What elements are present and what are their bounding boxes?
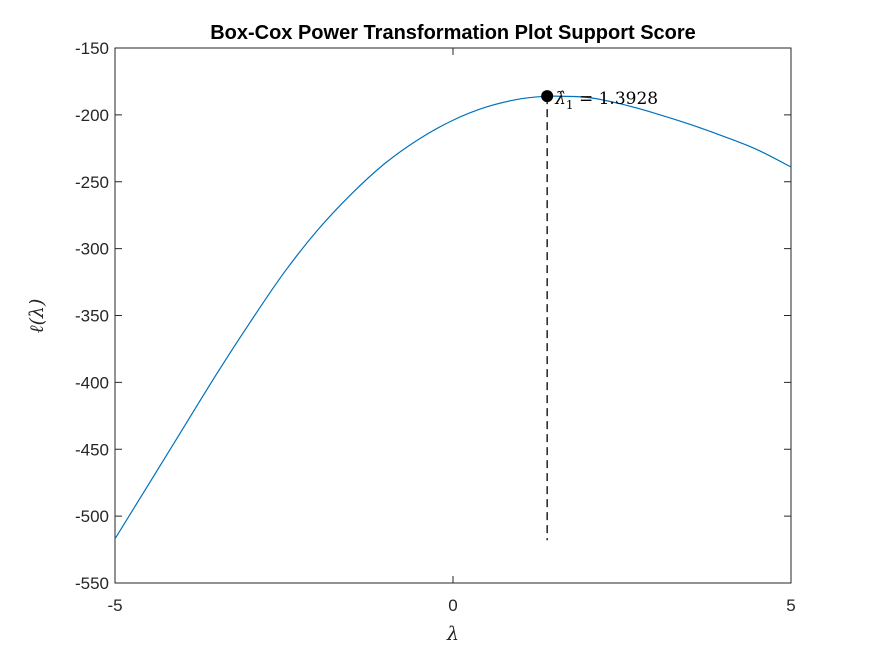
y-tick-label: -550 bbox=[75, 574, 109, 593]
x-tick-label: -5 bbox=[107, 596, 122, 615]
y-tick-label: -250 bbox=[75, 173, 109, 192]
y-tick-label: -200 bbox=[75, 106, 109, 125]
x-tick-label: 5 bbox=[786, 596, 795, 615]
chart-title: Box-Cox Power Transformation Plot Suppor… bbox=[210, 22, 696, 44]
y-tick-label: -300 bbox=[75, 240, 109, 259]
series-line bbox=[114, 95, 792, 540]
y-tick-label: -150 bbox=[75, 39, 109, 58]
lambda-hat-symbol: λ̂ bbox=[554, 89, 566, 109]
y-tick-label: -400 bbox=[75, 373, 109, 392]
y-tick-label: -500 bbox=[75, 507, 109, 526]
y-axis: -150 -200 -250 -300 -350 -400 -450 -500 -550 bbox=[75, 39, 791, 593]
x-tick-label: 0 bbox=[448, 596, 457, 615]
lambda-value: = 1.3928 bbox=[574, 89, 659, 109]
x-axis: -5 0 5 bbox=[107, 48, 796, 615]
x-axis-label: λ bbox=[446, 623, 459, 645]
lambda-subscript: 1 bbox=[566, 98, 574, 112]
lambda-annotation: λ̂1 = 1.3928 bbox=[554, 89, 658, 112]
y-tick-label: -350 bbox=[75, 307, 109, 326]
lambda-max-marker bbox=[541, 90, 554, 103]
plot-area bbox=[114, 47, 792, 584]
y-axis-label: ℓ(λ) bbox=[26, 299, 48, 334]
y-tick-label: -450 bbox=[75, 440, 109, 459]
